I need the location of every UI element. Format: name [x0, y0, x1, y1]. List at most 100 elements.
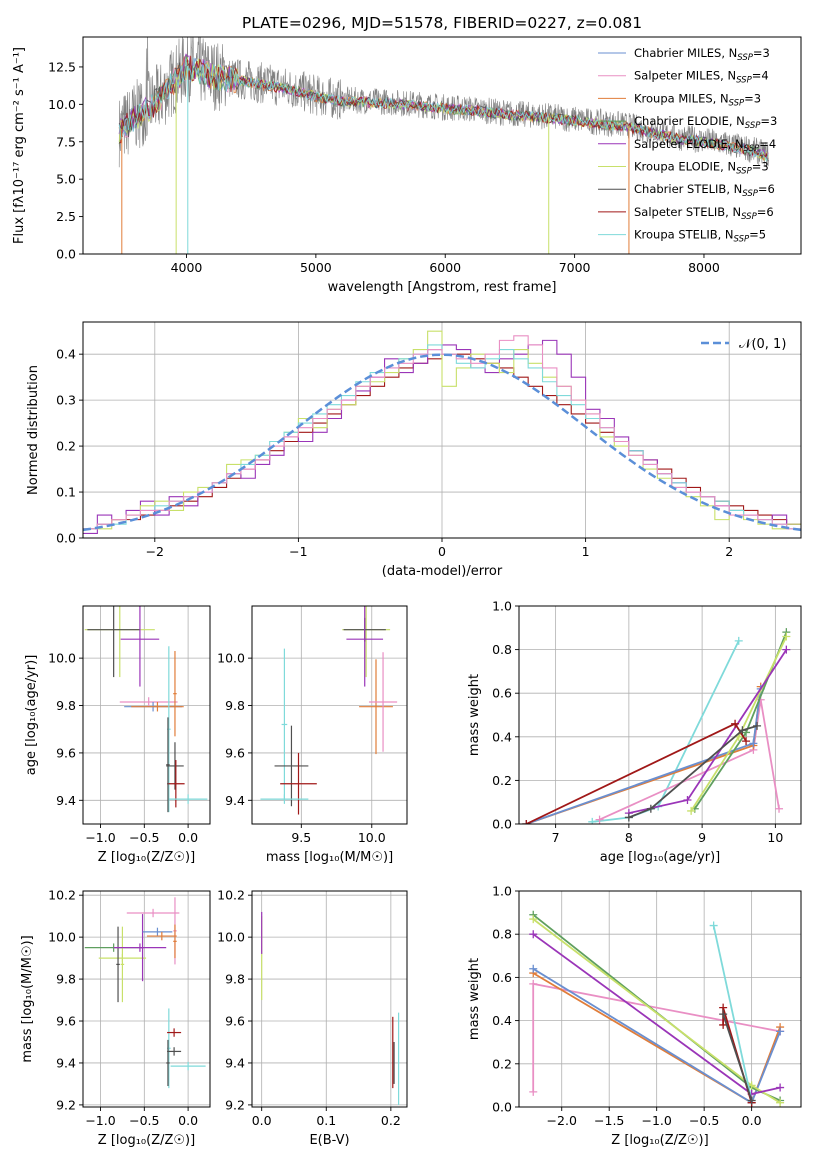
y-tick-label: 0.3 — [56, 393, 76, 408]
x-tick-label: 6000 — [429, 260, 461, 275]
y-tick-label: 9.4 — [56, 1055, 76, 1070]
plot-area — [261, 911, 400, 1105]
mass-weight-line — [526, 686, 762, 824]
y-tick-label: 12.5 — [48, 59, 76, 74]
y-tick-label: 9.8 — [225, 972, 245, 987]
x-tick-label: 0.0 — [178, 830, 198, 845]
plot-area — [260, 606, 398, 815]
plus-marker — [522, 820, 531, 824]
x-tick-label: 9 — [698, 830, 706, 845]
x-tick-label: 8 — [625, 830, 633, 845]
y-tick-label: 0.0 — [56, 531, 76, 546]
x-tick-label: 10 — [767, 830, 783, 845]
plot-area — [84, 606, 208, 813]
y-tick-label: 5.0 — [56, 172, 76, 187]
plus-marker — [529, 930, 538, 939]
x-tick-label: −1.0 — [641, 1113, 671, 1128]
panel-age_vs_mass: 9.5 10.0 9.4 9.6 9.8 10.0 mass [log₁₀(M/M☉)] — [217, 605, 408, 865]
y-tick-label: 0.0 — [492, 817, 512, 832]
y-tick-label: 9.6 — [225, 1014, 245, 1029]
x-tick-label: −2 — [146, 544, 164, 559]
x-tick-label: −1 — [289, 544, 307, 559]
plus-marker — [687, 806, 696, 815]
x-tick-label: 2 — [725, 544, 733, 559]
y-tick-label: 0.2 — [492, 773, 512, 788]
y-tick-label: 9.4 — [225, 793, 245, 808]
plus-marker — [709, 921, 718, 930]
legend-label: Chabrier STELIB, NSSP=6 — [634, 182, 775, 199]
y-tick-label: 2.5 — [56, 209, 76, 224]
x-tick-label: 1 — [582, 544, 590, 559]
plus-marker — [646, 804, 655, 813]
mass-weight-line — [722, 1013, 753, 1101]
legend-label: Salpeter ELODIE, NSSP=4 — [634, 137, 776, 154]
x-tick-label: 0 — [438, 544, 446, 559]
x-tick-label: −1.0 — [85, 830, 115, 845]
plus-marker — [624, 813, 633, 822]
plus-marker — [731, 719, 740, 728]
x-tick-label: 9.5 — [291, 830, 311, 845]
axes-frame — [518, 605, 802, 825]
mass-weight-line — [712, 925, 753, 1101]
panel-weight_vs_Z: −2.0 −1.5 −1.0 −0.5 0.0 0.0 0.2 0.4 0.6 0.8 1.0 Z [… — [467, 884, 802, 1148]
axes-frame — [82, 890, 211, 1108]
x-axis-label: Z [log₁₀(Z/Z☉)] — [98, 850, 195, 865]
legend-label: Salpeter STELIB, NSSP=6 — [634, 205, 774, 222]
plus-marker — [529, 964, 538, 973]
plus-marker — [742, 737, 751, 746]
x-tick-label: 0.2 — [381, 1113, 401, 1128]
y-tick-label: 0.4 — [56, 347, 76, 362]
panel-mass_vs_Z: −1.0 −0.5 0.0 9.2 9.4 9.6 9.8 10.0 10.2 Z [log₁₀(… — [20, 888, 211, 1148]
axes-frame — [82, 605, 211, 825]
mass-weight-line — [525, 722, 747, 824]
y-tick-label: 10.0 — [48, 97, 76, 112]
x-tick-label: −0.5 — [689, 1113, 719, 1128]
y-tick-label: 7.5 — [56, 134, 76, 149]
y-tick-label: 0.6 — [492, 970, 512, 985]
axes-frame — [518, 890, 802, 1108]
histogram-series — [83, 335, 801, 530]
y-tick-label: 10.0 — [48, 930, 76, 945]
y-tick-label: 10.2 — [48, 888, 76, 903]
y-tick-label: 0.2 — [492, 1056, 512, 1071]
y-axis-label: Normed distribution — [26, 365, 41, 495]
x-axis-label: E(B-V) — [309, 1133, 349, 1148]
x-axis-label: (data-model)/error — [382, 564, 503, 579]
panel-age_vs_Z: −1.0 −0.5 0.0 9.4 9.6 9.8 10.0 Z [log₁₀(Z/Z☉)] a… — [24, 605, 211, 865]
y-tick-label: 0.4 — [492, 1013, 512, 1028]
plus-marker — [588, 817, 597, 824]
x-axis-label: Z [log₁₀(Z/Z☉)] — [98, 1133, 195, 1148]
plus-marker — [529, 979, 538, 988]
legend-label: 𝒩(0, 1) — [739, 337, 786, 352]
figure-title: PLATE=0296, MJD=51578, FIBERID=0227, z=0… — [242, 14, 642, 32]
plus-marker — [776, 1027, 785, 1036]
axes-frame — [251, 605, 408, 825]
x-tick-label: 5000 — [300, 260, 332, 275]
legend-label: Kroupa MILES, NSSP=3 — [634, 91, 761, 108]
x-tick-label: −2.0 — [547, 1113, 577, 1128]
plus-marker — [753, 721, 762, 730]
x-tick-label: 7 — [552, 830, 560, 845]
legend-label: Salpeter MILES, NSSP=4 — [634, 69, 769, 86]
x-axis-label: mass [log₁₀(M/M☉)] — [266, 850, 393, 865]
x-tick-label: −1.5 — [594, 1113, 624, 1128]
legend-label: Kroupa ELODIE, NSSP=3 — [634, 160, 769, 177]
plot-area — [84, 897, 206, 1089]
axes-frame — [82, 36, 802, 255]
x-tick-label: 0.1 — [316, 1113, 336, 1128]
y-tick-label: 10.0 — [48, 651, 76, 666]
y-tick-label: 9.6 — [56, 1014, 76, 1029]
x-tick-label: −0.5 — [129, 830, 159, 845]
y-tick-label: 9.8 — [56, 972, 76, 987]
plus-marker — [776, 1083, 785, 1092]
plus-marker — [782, 645, 791, 654]
y-tick-label: 9.4 — [56, 793, 76, 808]
legend-label: Chabrier MILES, NSSP=3 — [634, 46, 770, 63]
axes-frame — [251, 890, 408, 1108]
x-tick-label: −1.0 — [85, 1113, 115, 1128]
y-tick-label: 0.0 — [56, 247, 76, 262]
legend-label: Kroupa STELIB, NSSP=5 — [634, 228, 766, 245]
panel-weight_vs_age: 7 8 9 10 0.0 0.2 0.4 0.6 0.8 1.0 age [log₁₀(age/yr… — [467, 599, 802, 865]
panel-mass_vs_ebv: 0.0 0.1 0.2 9.2 9.4 9.6 9.8 10.0 10.2 E(B-V) — [217, 888, 408, 1148]
y-tick-label: 0.1 — [56, 485, 76, 500]
